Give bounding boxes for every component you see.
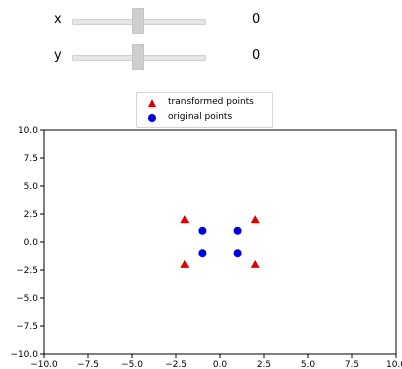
- y-tick-label: 0.0: [24, 238, 39, 248]
- original-point: [233, 249, 242, 258]
- legend-entry-original: original points: [137, 111, 272, 125]
- x-tick-label: 7.5: [345, 360, 359, 369]
- data-points: [180, 215, 260, 268]
- transformed-point: [180, 259, 190, 268]
- legend-label-original: original points: [168, 112, 233, 122]
- slider-y-value: 0: [252, 48, 261, 63]
- circle-marker-icon: [148, 114, 156, 122]
- x-tick-label: 5.0: [301, 360, 316, 369]
- original-point: [198, 226, 207, 235]
- original-point: [233, 226, 242, 235]
- legend-label-transformed: transformed points: [168, 97, 254, 107]
- transformed-point: [250, 259, 260, 268]
- slider-x-label: x: [54, 12, 62, 27]
- y-tick-label: 5.0: [24, 182, 39, 192]
- x-tick-label: −7.5: [77, 360, 99, 369]
- y-tick-label: 10.0: [18, 126, 38, 136]
- legend: transformed points original points: [136, 92, 273, 128]
- slider-x-handle[interactable]: [132, 8, 144, 34]
- y-tick-label: 2.5: [24, 210, 38, 220]
- x-tick-label: 10.0: [386, 360, 402, 369]
- slider-y-label: y: [54, 48, 62, 63]
- transformed-point: [180, 215, 190, 224]
- original-point: [198, 249, 207, 258]
- slider-x-row: x 0: [0, 8, 402, 34]
- transformed-point: [250, 215, 260, 224]
- slider-y-row: y 0: [0, 44, 402, 70]
- slider-x-value: 0: [252, 12, 261, 27]
- plot-frame: [43, 129, 397, 355]
- y-tick-label: −2.5: [16, 266, 38, 276]
- axis-ticks: −10.0 −7.5 −5.0 −2.5 0.0 2.5 5.0 7.5 10.0 10.0 7.5…: [10, 126, 402, 369]
- triangle-marker-icon: [148, 99, 156, 107]
- x-tick-label: 2.5: [257, 360, 271, 369]
- x-tick-label: 0.0: [213, 360, 228, 369]
- slider-y-handle[interactable]: [132, 44, 144, 70]
- y-tick-label: −10.0: [10, 350, 38, 360]
- x-tick-label: −5.0: [121, 360, 143, 369]
- x-tick-label: −2.5: [165, 360, 187, 369]
- y-tick-label: −7.5: [16, 322, 38, 332]
- x-tick-label: −10.0: [30, 360, 58, 369]
- y-tick-label: −5.0: [16, 294, 38, 304]
- y-tick-label: 7.5: [24, 154, 38, 164]
- legend-entry-transformed: transformed points: [137, 96, 272, 110]
